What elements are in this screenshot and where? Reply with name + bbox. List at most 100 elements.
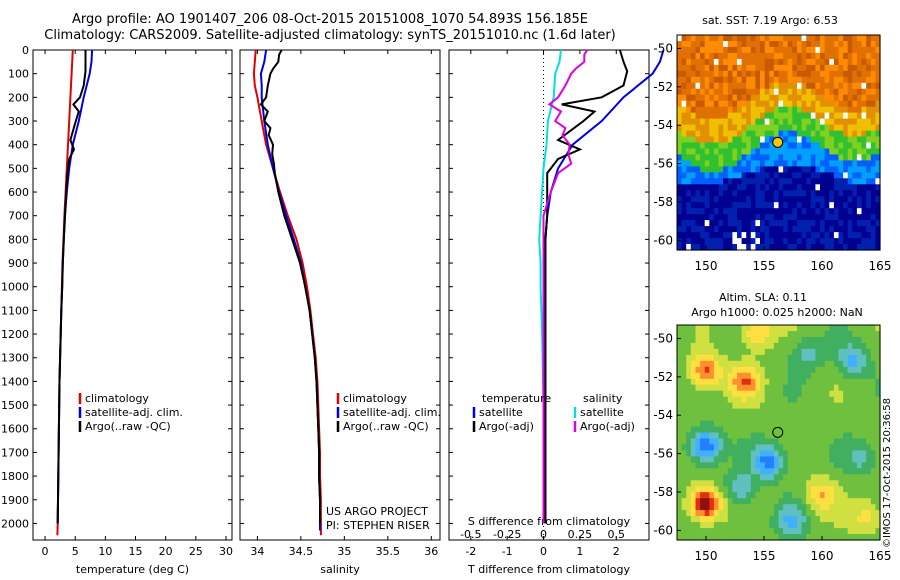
panel-sla: 150 155 160 165 -50 -52 -54 -56 -58 -60 (653, 324, 892, 563)
x-tick-label: 165 (869, 259, 892, 273)
y-tick-label: 1300 (1, 352, 29, 365)
plot-frame-diff (448, 49, 650, 541)
panel-sal: 34 34.5 35 35.5 36 salinity climatologysatelli… (239, 49, 441, 576)
x-tick-label: 30 (219, 545, 233, 558)
y-tick-label: 600 (8, 186, 29, 199)
x-tick-label: 15 (129, 545, 143, 558)
y-tick-label: 1400 (1, 375, 29, 388)
y-tick-label: 1000 (1, 281, 29, 294)
legend-title-temperature: temperature (482, 392, 551, 405)
y-tick-label: -56 (653, 157, 673, 171)
x-tick-label: 165 (869, 549, 892, 563)
y-tick-label: 200 (8, 91, 29, 104)
y-tick-label: 1200 (1, 328, 29, 341)
y-tick-label: 300 (8, 115, 29, 128)
map-title-sst: sat. SST: 7.19 Argo: 6.53 (702, 14, 838, 27)
y-tick-label: -52 (653, 370, 673, 384)
y-tick-label: 700 (8, 210, 29, 223)
legend-title-salinity: salinity (583, 392, 623, 405)
series-line-climatology (56, 49, 74, 536)
x-axis-label: T difference from climatology (467, 563, 630, 576)
y-tick-label: 1500 (1, 399, 29, 412)
y-tick-label: 1800 (1, 470, 29, 483)
y-tick-label: 1600 (1, 423, 29, 436)
annotation-pi: PI: STEPHEN RISER (326, 519, 430, 532)
y-tick-label: 900 (8, 257, 29, 270)
y-tick-label: -60 (653, 523, 673, 537)
panel-sst: 150 155 160 165 -50 -52 -54 -56 -58 -60 (653, 34, 892, 273)
x-tick-label: 34.5 (289, 545, 314, 558)
map-title-sla: Altim. SLA: 0.11 (719, 291, 807, 304)
y-tick-label: -50 (653, 331, 673, 345)
y-tick-label: -58 (653, 485, 673, 499)
y-tick-label: 0 (22, 44, 29, 57)
x-axis-label: salinity (320, 563, 360, 576)
legend-entry: Argo(-adj) (479, 420, 534, 433)
map-subtitle-sla: Argo h1000: 0.025 h2000: NaN (691, 306, 863, 319)
y-tick-label: 100 (8, 68, 29, 81)
x-tick-label: 36 (424, 545, 438, 558)
x2-tick-label: 0.5 (608, 528, 626, 541)
x-tick-label: 150 (695, 549, 718, 563)
series-line-s-argo (542, 49, 589, 524)
x-tick-label: 160 (811, 259, 834, 273)
series-line-s-satellite (538, 49, 562, 524)
legend-entry: satellite (580, 406, 624, 419)
x2-axis-label: S difference from climatology (468, 515, 631, 528)
plot-frame-sal (239, 49, 441, 541)
y-tick-label: -58 (653, 195, 673, 209)
x-tick-label: 0 (540, 545, 547, 558)
x-tick-label: 25 (189, 545, 203, 558)
y-tick-label: -50 (653, 41, 673, 55)
x-tick-label: 155 (753, 549, 776, 563)
x-tick-label: 155 (753, 259, 776, 273)
map-frame-sla (676, 324, 881, 541)
legend-entry: satellite-adj. clim. (85, 406, 183, 419)
legend-entry: Argo(..raw -QC) (343, 420, 429, 433)
legend-entry: satellite-adj. clim. (343, 406, 441, 419)
x2-tick-label: 0.25 (568, 528, 593, 541)
y-tick-label: 1700 (1, 446, 29, 459)
x-tick-label: 0 (42, 545, 49, 558)
x-axis-label: temperature (deg C) (76, 563, 189, 576)
x-tick-label: 160 (811, 549, 834, 563)
series-line-argo-raw-qc- (259, 49, 321, 524)
panel-temp: 0100200300400500600700800900100011001200… (1, 44, 233, 576)
panel-diff: -2 -1 0 1 2 -0.5 -0.25 0 0.25 0.5S difference fro… (448, 49, 665, 576)
x-tick-label: 2 (613, 545, 620, 558)
y-tick-label: 1900 (1, 494, 29, 507)
series-line-t-argo (544, 49, 629, 524)
x2-tick-label: 0 (540, 528, 547, 541)
y-tick-label: 800 (8, 233, 29, 246)
figure-title-line2: Climatology: CARS2009. Satellite-adjuste… (44, 28, 616, 43)
x-tick-label: 5 (72, 545, 79, 558)
map-frame-sst (676, 34, 881, 251)
x-tick-label: 150 (695, 259, 718, 273)
legend-entry: climatology (85, 392, 149, 405)
y-tick-label: 1100 (1, 304, 29, 317)
x2-tick-label: -0.5 (460, 528, 481, 541)
figure-title-line1: Argo profile: AO 1901407_206 08-Oct-2015… (71, 12, 588, 27)
legend-entry: Argo(..raw -QC) (85, 420, 171, 433)
x-tick-label: -1 (502, 545, 513, 558)
argo-float-marker (772, 426, 784, 438)
x-tick-label: 20 (159, 545, 173, 558)
y-tick-label: -60 (653, 233, 673, 247)
plot-frame-temp (32, 49, 233, 541)
y-tick-label: 500 (8, 162, 29, 175)
y-tick-label: -54 (653, 408, 673, 422)
x-tick-label: 34 (250, 545, 264, 558)
legend-entry: satellite (479, 406, 523, 419)
y-tick-label: -56 (653, 447, 673, 461)
y-tick-label: -52 (653, 80, 673, 94)
credit-text: ©IMOS 17-Oct-2015 20:36:58 (882, 397, 893, 548)
x-tick-label: 35.5 (376, 545, 401, 558)
x-tick-label: 1 (576, 545, 583, 558)
x2-tick-label: -0.25 (493, 528, 521, 541)
x-tick-label: -2 (465, 545, 476, 558)
legend-entry: Argo(-adj) (580, 420, 635, 433)
y-tick-label: -54 (653, 118, 673, 132)
argo-float-marker (772, 136, 784, 148)
series-line-satellite-adj-clim- (259, 49, 321, 531)
x-tick-label: 35 (337, 545, 351, 558)
